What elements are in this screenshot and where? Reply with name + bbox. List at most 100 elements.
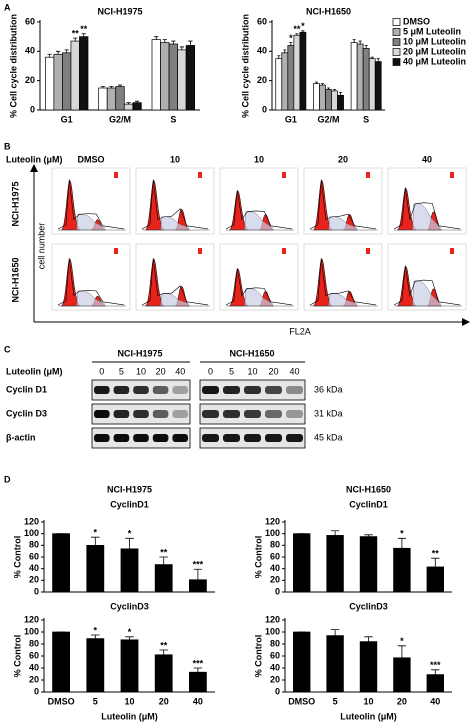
blot-band — [133, 410, 149, 418]
error-bar — [301, 30, 305, 33]
y-tick-label: 120 — [24, 516, 39, 526]
flow-outline — [141, 258, 209, 306]
y-tick-label: 40 — [270, 662, 280, 672]
blot-band — [152, 386, 169, 394]
flow-legend-swatch — [450, 172, 454, 178]
flow-legend-swatch — [198, 248, 202, 254]
panel-letter: B — [4, 141, 11, 151]
significance: * — [301, 21, 305, 31]
y-tick-label: 0 — [275, 586, 280, 596]
flow-dose: 20 — [338, 154, 348, 164]
flow-s-phase — [76, 213, 105, 231]
flow-frame — [51, 167, 131, 235]
y-tick-label: 60 — [25, 16, 35, 26]
bar — [53, 53, 63, 111]
blot-dose: 0 — [208, 366, 213, 376]
error-bar — [188, 40, 193, 46]
blot-band — [223, 434, 240, 442]
significance: ** — [160, 547, 168, 557]
bar — [44, 56, 55, 111]
blot-band — [133, 386, 149, 394]
bar — [185, 45, 196, 111]
error-bar — [109, 86, 114, 88]
significance: * — [400, 636, 404, 646]
y-axis-label: % Cell cycle distribution — [8, 14, 18, 118]
error-bar — [159, 556, 168, 565]
legend-label: 40 μM Luteolin — [403, 56, 466, 66]
error-bar — [193, 568, 203, 580]
error-bar — [295, 33, 299, 36]
x-axis-label: Luteolin (μM) — [101, 711, 158, 721]
bar — [115, 86, 125, 111]
x-tick-label: G1 — [285, 114, 297, 124]
blot-band — [286, 434, 303, 442]
blot-band — [202, 386, 219, 394]
x-axis-label: Luteolin (μM) — [340, 711, 397, 721]
flow-outline — [309, 258, 377, 306]
bar — [337, 94, 344, 111]
blot-band — [286, 386, 303, 394]
x-tick-label: 20 — [159, 696, 169, 706]
significance: * — [289, 33, 293, 43]
flow-outline — [141, 179, 209, 230]
blot-dose: 10 — [136, 366, 146, 376]
significance: *** — [430, 660, 441, 670]
y-tick-label: 60 — [257, 16, 267, 26]
bar — [325, 89, 332, 111]
bar — [160, 42, 170, 111]
blot-band — [223, 410, 240, 418]
flow-row-label: NCI-H1650 — [10, 257, 20, 302]
significance: * — [128, 627, 132, 637]
bar — [52, 533, 70, 593]
flow-frame — [135, 167, 215, 235]
y-tick-label: 20 — [257, 75, 267, 85]
flow-legend-swatch — [114, 172, 118, 178]
blot-band — [172, 386, 188, 394]
flow-outline — [57, 258, 125, 306]
bar — [426, 674, 445, 693]
flow-outline — [393, 187, 461, 230]
y-tick-label: 100 — [265, 626, 280, 636]
significance: * — [400, 529, 404, 539]
bar — [70, 40, 80, 111]
error-bar — [376, 58, 380, 62]
error-bar — [364, 45, 368, 49]
error-bar — [283, 49, 287, 53]
x-tick-label: 5 — [333, 696, 338, 706]
blot-size: 31 kDa — [314, 408, 343, 418]
bar — [151, 39, 161, 111]
bar — [426, 566, 445, 593]
blot-band — [113, 410, 130, 418]
y-tick-label: 100 — [265, 528, 280, 538]
error-bar — [179, 46, 184, 50]
flow-s-phase — [412, 203, 441, 231]
y-tick-label: 0 — [30, 104, 35, 114]
error-bar — [91, 634, 100, 639]
y-tick-label: 100 — [24, 626, 39, 636]
chart-title: NCI-H1650 — [306, 6, 351, 16]
flow-outline — [309, 179, 377, 230]
error-bar — [126, 102, 131, 105]
bar — [331, 90, 338, 111]
bar — [393, 547, 411, 593]
y-tick-label: 60 — [270, 650, 280, 660]
blot-band — [172, 434, 188, 442]
flow-x-label: FL2A — [289, 326, 311, 336]
panel-letter: D — [4, 474, 11, 484]
y-tick-label: 40 — [29, 662, 39, 672]
significance: ** — [72, 29, 80, 39]
y-tick-label: 20 — [270, 674, 280, 684]
significance: ** — [293, 24, 301, 34]
legend-swatch — [392, 18, 401, 26]
bar — [120, 548, 139, 593]
flow-legend-swatch — [282, 248, 286, 254]
chart-title: NCI-H1975 — [97, 6, 142, 16]
legend-swatch — [392, 48, 401, 56]
error-bar — [193, 667, 203, 673]
legend-swatch — [392, 58, 401, 66]
blot-size: 36 kDa — [314, 384, 343, 394]
blot-dose: 20 — [156, 366, 166, 376]
error-bar — [431, 557, 440, 567]
blot-band — [244, 410, 261, 418]
error-bar — [125, 636, 134, 640]
